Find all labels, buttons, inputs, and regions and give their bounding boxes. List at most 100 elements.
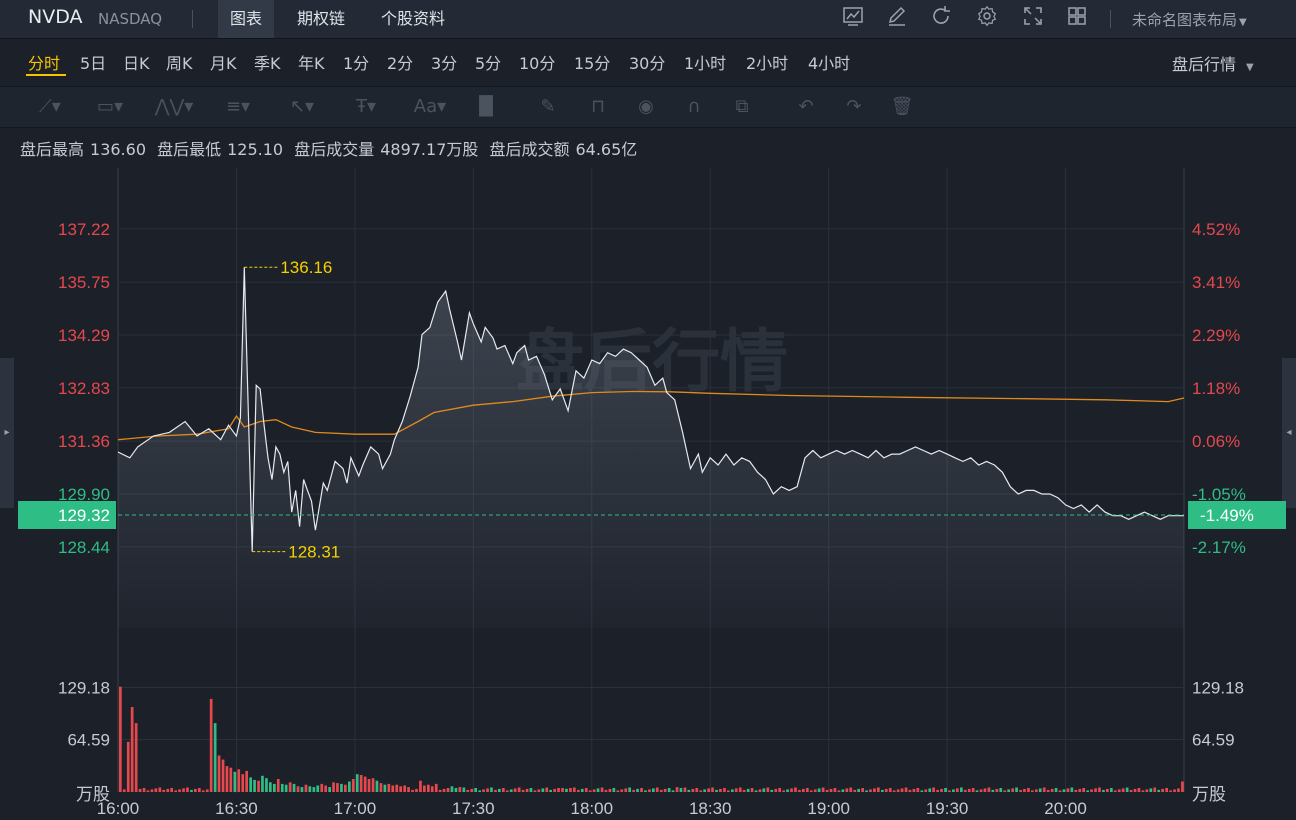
volume-bar [300,787,304,792]
copy-icon[interactable]: ⧉ [735,96,749,117]
volume-bar [253,779,256,792]
trash-icon[interactable]: 🗑 [890,96,914,117]
volume-bar [632,789,635,792]
volume-bar [1070,787,1074,792]
fullscreen-icon[interactable] [1020,5,1046,31]
volume-bar [332,782,335,792]
volume-bar [237,769,241,792]
volume-bar [186,787,189,792]
ticker-symbol[interactable]: NVDA [28,6,83,28]
refresh-icon[interactable] [928,5,954,31]
volume-bar [1177,788,1180,792]
layout-select[interactable]: 未命名图表布局 ▼ [1132,9,1247,30]
header-divider-right [1110,10,1111,28]
volume-bar [1042,787,1046,792]
fib-icon[interactable]: ≡▾ [225,96,251,117]
time-tick-label: 16:30 [215,799,258,818]
grid-layout-icon[interactable] [1064,5,1090,31]
volume-bar [944,788,947,792]
period-week[interactable]: 周K [166,54,193,73]
volume-bar [853,789,857,792]
trend-line-icon[interactable]: ⟋▾ [39,96,61,117]
volume-bar [695,788,699,792]
volume-bar [1046,789,1050,792]
edit-icon[interactable] [884,5,910,31]
tab-option-chain[interactable]: 期权链 [297,9,346,28]
period-5d[interactable]: 5日 [80,54,107,73]
text-tool-icon[interactable]: Ŧ▾ [355,96,377,117]
volume-bar [841,789,845,792]
volume-bar [731,789,734,792]
period-year[interactable]: 年K [298,54,325,73]
period-1min[interactable]: 1分 [343,54,370,73]
volume-bar [995,788,999,792]
drawing-toolbar: ⟋▾ ▭▾ ⋀⋁▾ ≡▾ ↖▾ Ŧ▾ Aa▾ ▐▌ ✎ ⊓ ◉ ∩ ⧉ ↶ ↷ … [0,86,1296,128]
chart-icon[interactable] [840,5,866,31]
time-tick-label: 17:00 [334,799,377,818]
period-quarter[interactable]: 季K [254,54,281,73]
period-15min[interactable]: 15分 [574,54,611,73]
arrow-icon[interactable]: ↖▾ [289,96,315,117]
volume-bar [1007,789,1010,792]
volume-bar [719,788,722,792]
volume-bar [1181,781,1184,792]
period-3min[interactable]: 3分 [431,54,458,73]
period-4h[interactable]: 4小时 [808,54,851,73]
period-10min[interactable]: 10分 [519,54,556,73]
volume-bar [415,788,418,792]
undo-icon[interactable]: ↶ [798,96,814,117]
volume-bar [612,788,616,792]
volume-bar [829,788,833,792]
time-tick-label: 20:00 [1044,799,1087,818]
volume-bar [478,790,481,792]
pattern-icon[interactable]: ⋀⋁▾ [154,96,194,117]
session-select[interactable]: 盘后行情 ▼ [1172,51,1254,75]
volume-bar [122,789,126,792]
volume-bar [316,785,320,792]
volume-bar [284,784,288,792]
volume-bar [888,788,892,792]
volume-bar [750,788,754,792]
period-1h[interactable]: 1小时 [684,54,727,73]
volume-profile-icon[interactable]: ▐▌ [472,96,500,117]
period-month[interactable]: 月K [210,54,237,73]
pencil-icon[interactable]: ✎ [540,96,556,117]
settings-icon[interactable] [974,5,1000,31]
price-chart[interactable]: 盘后行情 137.22 4.52%135.75 3.41%134.29 2.29%13… [0,160,1296,820]
volume-bar [1133,788,1137,792]
volume-bar [616,790,620,792]
volume-bar [1027,788,1030,792]
volume-bar [762,788,766,792]
price-tick-label: 128.44 [58,538,110,557]
volume-bar [438,789,442,792]
volume-bar [577,789,580,792]
volume-bar [588,790,592,792]
volume-bar [833,788,837,792]
period-2min[interactable]: 2分 [387,54,414,73]
lock-icon[interactable]: ⊓ [590,96,606,117]
tab-chart[interactable]: 图表 [218,0,275,38]
period-intraday[interactable]: 分时 [28,54,61,73]
pct-tick-label: 0.06% [1192,432,1240,451]
right-panel-handle[interactable]: ◂ [1282,358,1296,508]
left-panel-handle[interactable]: ▸ [0,358,14,508]
volume-bar [490,787,493,792]
price-area-fill [118,267,1184,628]
volume-bar [861,788,864,792]
volume-bar [675,787,679,792]
rectangle-icon[interactable]: ▭▾ [96,96,124,117]
tab-stock-profile[interactable]: 个股资料 [381,9,446,28]
eye-icon[interactable]: ◉ [638,96,654,117]
redo-icon[interactable]: ↷ [846,96,862,117]
period-30min[interactable]: 30分 [629,54,666,73]
volume-bar [427,784,430,792]
volume-bar [967,788,971,792]
price-tick-label: 131.36 [58,432,110,451]
volume-bar [802,788,805,792]
period-5min[interactable]: 5分 [475,54,502,73]
magnet-icon[interactable]: ∩ [687,96,701,117]
period-2h[interactable]: 2小时 [746,54,789,73]
period-day[interactable]: 日K [123,54,150,73]
annotation-icon[interactable]: Aa▾ [413,96,447,117]
volume-bar [225,766,229,792]
